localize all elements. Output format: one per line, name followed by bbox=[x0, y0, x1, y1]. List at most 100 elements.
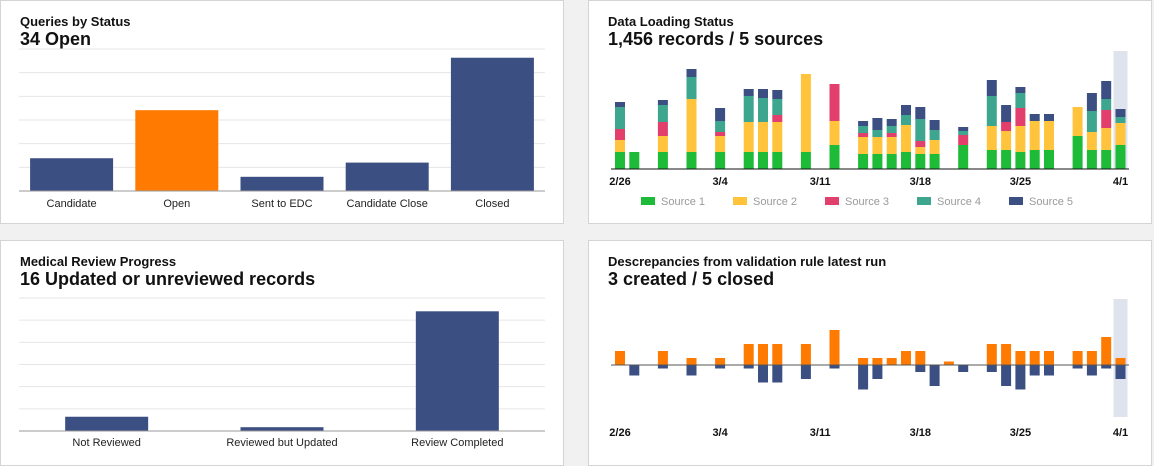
closed-bar bbox=[1029, 365, 1040, 376]
bar-segment bbox=[1029, 121, 1040, 150]
category-label: Candidate Close bbox=[347, 198, 428, 210]
closed-bar bbox=[986, 365, 997, 372]
bar-segment bbox=[915, 119, 926, 141]
bar-segment bbox=[1115, 123, 1126, 145]
bar-not-reviewed bbox=[65, 416, 149, 431]
bar-segment bbox=[1101, 150, 1112, 169]
queries-bar-chart: Candidate Open Sent to EDC Candidate Close C… bbox=[19, 48, 545, 210]
closed-bar bbox=[743, 365, 754, 369]
legend-swatch bbox=[917, 197, 931, 205]
bar-segment bbox=[1001, 150, 1012, 169]
x-tick-label: 2/26 bbox=[609, 427, 630, 439]
created-bar bbox=[886, 358, 897, 365]
closed-bar bbox=[1115, 365, 1126, 379]
bar-segment bbox=[615, 129, 625, 140]
bar-segment bbox=[1115, 109, 1126, 117]
queries-by-status-panel: Queries by Status 34 Open Candidate Open S… bbox=[0, 0, 564, 224]
bar-segment bbox=[1101, 128, 1112, 150]
panel-subtitle: 1,456 records / 5 sources bbox=[608, 29, 824, 49]
bar-segment bbox=[858, 154, 869, 169]
legend-label: Source 2 bbox=[753, 196, 797, 208]
bar-segment bbox=[1044, 121, 1054, 150]
closed-bar bbox=[1015, 365, 1026, 390]
category-label: Sent to EDC bbox=[251, 198, 312, 210]
bar-segment bbox=[986, 150, 997, 169]
closed-bar bbox=[1072, 365, 1083, 369]
bar-segment bbox=[858, 121, 869, 126]
bar-segment bbox=[615, 107, 625, 129]
panel-title: Queries by Status bbox=[20, 14, 131, 29]
x-tick-label: 3/11 bbox=[810, 427, 831, 439]
bar-segment bbox=[1001, 131, 1012, 150]
bar-segment bbox=[1101, 110, 1112, 128]
bar-segment bbox=[901, 115, 911, 125]
x-tick-label: 2/26 bbox=[609, 176, 630, 188]
bar-segment bbox=[758, 89, 768, 98]
bar-reviewed-but-updated bbox=[240, 427, 324, 431]
bar-segment bbox=[772, 99, 783, 115]
bar-segment bbox=[1029, 150, 1040, 169]
bar-segment bbox=[901, 125, 911, 152]
bar-segment bbox=[657, 100, 668, 105]
bar-segment bbox=[872, 154, 883, 169]
bar-segment bbox=[915, 107, 926, 119]
created-bar bbox=[1101, 337, 1112, 365]
created-bar bbox=[1029, 351, 1040, 365]
panel-subtitle: 3 created / 5 closed bbox=[608, 269, 775, 289]
bar-candidate bbox=[30, 158, 114, 191]
closed-bar bbox=[772, 365, 783, 383]
created-bar bbox=[1086, 351, 1097, 365]
bar-segment bbox=[1086, 150, 1097, 169]
bar-segment bbox=[772, 122, 783, 152]
created-bar bbox=[915, 351, 926, 365]
bar-segment bbox=[986, 80, 997, 96]
bar-segment bbox=[858, 126, 869, 133]
bar-segment bbox=[772, 152, 783, 169]
bar-segment bbox=[872, 137, 883, 154]
x-tick-label: 3/11 bbox=[810, 176, 831, 188]
panel-title: Medical Review Progress bbox=[20, 254, 177, 269]
created-bar bbox=[943, 361, 954, 365]
x-tick-label: 3/4 bbox=[712, 427, 728, 439]
bar-segment bbox=[1001, 105, 1012, 122]
bar-segment bbox=[886, 154, 897, 169]
bar-segment bbox=[1044, 114, 1054, 121]
bar-segment bbox=[1044, 150, 1054, 169]
created-bar bbox=[800, 344, 811, 365]
bar-segment bbox=[615, 152, 625, 169]
closed-bar bbox=[829, 365, 840, 369]
closed-bar bbox=[758, 365, 768, 383]
panel-title: Data Loading Status bbox=[608, 14, 734, 29]
legend-swatch bbox=[825, 197, 839, 205]
bar-segment bbox=[858, 137, 869, 154]
x-tick-label: 4/1 bbox=[1113, 427, 1128, 439]
bar-segment bbox=[657, 136, 668, 152]
bar-segment bbox=[1015, 87, 1026, 93]
created-bar bbox=[1072, 351, 1083, 365]
bar-segment bbox=[1029, 114, 1040, 121]
closed-bar bbox=[686, 365, 697, 376]
discrepancies-panel: Descrepancies from validation rule lates… bbox=[588, 240, 1152, 466]
closed-bar bbox=[800, 365, 811, 379]
closed-bar bbox=[657, 365, 668, 369]
bar-segment bbox=[629, 152, 640, 169]
bar-segment bbox=[715, 108, 726, 121]
medical-review-panel: Medical Review Progress 16 Updated or un… bbox=[0, 240, 564, 466]
bar-segment bbox=[872, 118, 883, 130]
bar-segment bbox=[1086, 111, 1097, 132]
closed-bar bbox=[929, 365, 940, 386]
created-bar bbox=[858, 358, 869, 365]
bar-segment bbox=[686, 69, 697, 77]
bar-segment bbox=[886, 119, 897, 126]
bar-segment bbox=[901, 105, 911, 115]
bar-segment bbox=[1015, 93, 1026, 108]
bar-open bbox=[135, 110, 219, 191]
data-loading-stacked-chart: 2/26 3/4 3/11 3/18 3/25 4/1 Source 1 Source 2 So… bbox=[609, 51, 1129, 208]
bar-segment bbox=[800, 74, 811, 152]
created-bar bbox=[1015, 351, 1026, 365]
bar-segment bbox=[758, 98, 768, 122]
bar-segment bbox=[758, 122, 768, 152]
legend-swatch bbox=[1009, 197, 1023, 205]
discrepancies-diverging-chart: 2/26 3/4 3/11 3/18 3/25 4/1 bbox=[609, 299, 1129, 439]
category-label: Review Completed bbox=[411, 437, 503, 449]
